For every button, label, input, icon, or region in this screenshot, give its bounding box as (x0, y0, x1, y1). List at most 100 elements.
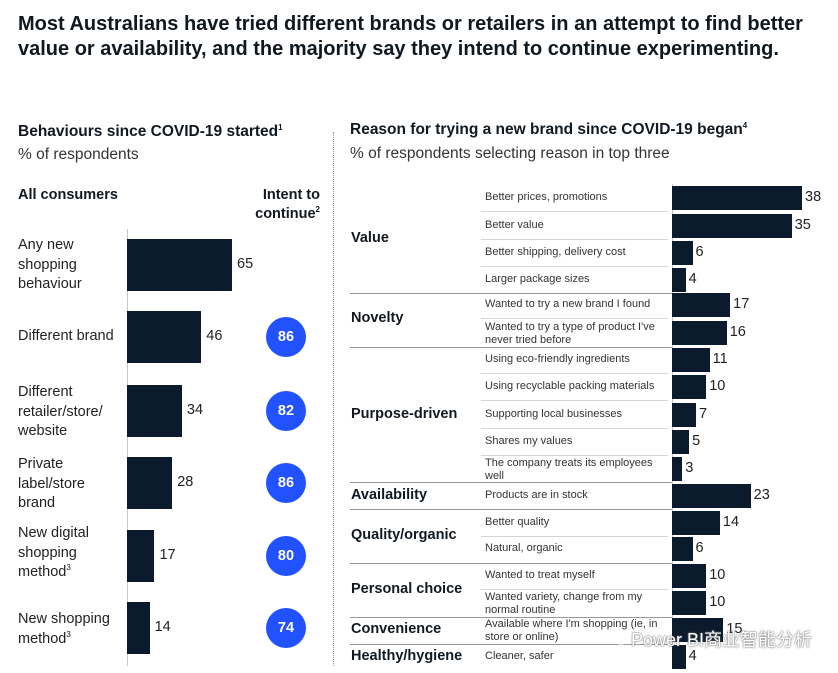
reason-label: The company treats its employees well (485, 457, 653, 482)
reason-label: Larger package sizes (485, 273, 590, 285)
category-label: Private label/store brand (18, 456, 85, 511)
footnote-marker: 3 (66, 563, 71, 573)
bar (127, 457, 173, 509)
bar (672, 618, 724, 642)
left-chart-title: Behaviours since COVID-19 started1 (18, 122, 283, 140)
group-label: Personal choice (351, 580, 463, 597)
category-label: Different retailer/store/ website (18, 384, 103, 439)
reason-label: Cleaner, safer (485, 650, 554, 662)
reason-label: Wanted variety, change from my normal ro… (485, 591, 643, 616)
bar-value-label: 17 (159, 547, 176, 563)
bar (672, 403, 696, 427)
intent-badge: 80 (266, 536, 306, 576)
bar-value-label: 15 (726, 621, 743, 637)
wechat-icon (609, 632, 627, 645)
left-chart-subtitle: % of respondents (18, 146, 139, 163)
row-separator (481, 589, 668, 590)
row-separator (481, 318, 668, 319)
bar (672, 457, 683, 481)
bar-value-label: 65 (237, 256, 254, 272)
row-separator (481, 211, 668, 212)
bar-value-label: 6 (695, 244, 704, 260)
row-separator (481, 373, 668, 374)
row-separator (481, 266, 668, 267)
bar (672, 268, 686, 292)
group-separator (350, 617, 672, 618)
bar (127, 385, 182, 437)
footnote-marker: 3 (66, 629, 71, 639)
row-separator (481, 455, 668, 456)
bar-value-label: 35 (794, 217, 811, 233)
bar (672, 430, 690, 454)
bar-value-label: 5 (692, 433, 701, 449)
intent-badge: 86 (266, 317, 306, 357)
bar (127, 239, 232, 291)
right-chart-subtitle: % of respondents selecting reason in top… (350, 145, 670, 162)
reason-label: Better value (485, 219, 544, 231)
bar-value-label: 17 (733, 296, 750, 312)
bar (127, 311, 202, 363)
bar (672, 537, 693, 561)
bar-value-label: 46 (206, 328, 223, 344)
group-label: Novelty (351, 310, 404, 326)
bar-value-label: 14 (722, 514, 740, 530)
group-separator (350, 644, 672, 645)
bar (672, 241, 693, 265)
watermark-text: Power BI商业智能分析 (630, 630, 812, 650)
row-separator (481, 239, 668, 240)
reason-label: Wanted to treat myself (485, 569, 595, 581)
bar-value-label: 10 (709, 378, 726, 394)
bar (672, 511, 720, 535)
bar (127, 602, 150, 654)
bar-value-label: 4 (688, 271, 697, 287)
watermark: Power BI商业智能分析 (609, 626, 812, 652)
intent-badge: 74 (266, 608, 306, 648)
reason-label: Better prices, promotions (485, 191, 608, 203)
bar-value-label: 28 (177, 474, 194, 490)
group-separator (350, 347, 672, 348)
category-label: Any new shopping behaviour (18, 237, 82, 292)
group-label: Quality/organic (351, 527, 457, 543)
category-label: New digital shopping method3 (18, 525, 89, 580)
group-label: Convenience (351, 621, 442, 637)
bar-value-label: 34 (186, 402, 204, 418)
group-separator (350, 563, 672, 564)
bar-value-label: 4 (688, 648, 697, 664)
headline: Most Australians have tried different br… (18, 13, 803, 60)
intent-badge: 86 (266, 463, 306, 503)
category-label: New shopping method3 (18, 611, 110, 647)
group-separator (350, 482, 672, 483)
group-label: Availability (351, 487, 428, 503)
group-label: Purpose-driven (351, 405, 458, 422)
bar-value-label: 38 (805, 189, 822, 205)
reason-label: Products are in stock (485, 489, 588, 501)
reason-label: Natural, organic (485, 542, 563, 554)
bar (127, 530, 155, 582)
bar-value-label: 6 (695, 540, 704, 556)
bar-value-label: 16 (729, 324, 746, 340)
bar-value-label: 11 (712, 351, 728, 367)
bar (672, 645, 686, 669)
bar-value-label: 10 (709, 594, 726, 610)
bar (672, 214, 792, 238)
row-separator (481, 428, 668, 429)
intent-badge: 82 (266, 391, 306, 431)
reason-label: Better quality (485, 516, 550, 528)
row-separator (481, 400, 668, 401)
bar-value-label: 23 (753, 487, 770, 503)
reason-label: Wanted to try a new brand I found (485, 298, 651, 310)
bar (672, 321, 727, 345)
reason-label: Better shipping, delivery cost (485, 246, 626, 258)
bar (672, 484, 751, 508)
reason-label: Supporting local businesses (485, 408, 622, 420)
bar (672, 564, 707, 588)
bar-value-label: 7 (698, 406, 708, 422)
bar (672, 348, 710, 372)
category-label: Different brand (18, 328, 114, 344)
left-axis-line (127, 229, 128, 666)
all-consumers-label: All consumers (18, 187, 118, 203)
reason-label: Available where I'm shopping (ie, in sto… (485, 618, 658, 643)
bar (672, 591, 707, 615)
bar-value-label: 14 (154, 619, 171, 635)
reason-label: Shares my values (485, 435, 573, 447)
